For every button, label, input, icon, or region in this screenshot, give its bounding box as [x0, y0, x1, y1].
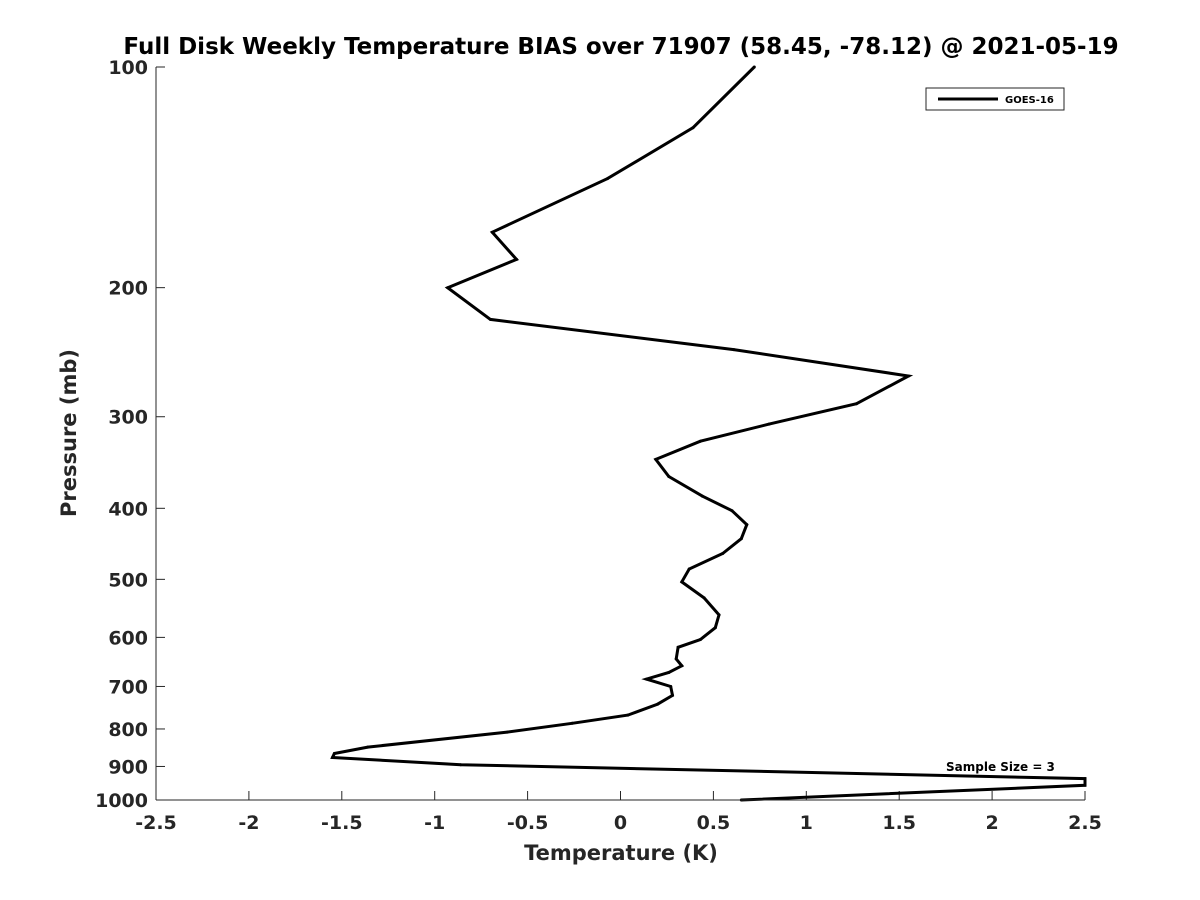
x-tick-label: -1.5 [321, 812, 363, 834]
series-point [680, 664, 684, 668]
series-point [680, 580, 684, 584]
x-axis-label: Temperature (K) [524, 841, 718, 865]
sample-size-annotation: Sample Size = 3 [946, 760, 1055, 774]
series-point [1083, 777, 1087, 781]
series-point [459, 763, 463, 767]
y-tick-label: 900 [108, 756, 148, 778]
y-tick-label: 1000 [95, 790, 148, 812]
series-point [739, 537, 743, 541]
series-point [698, 439, 702, 443]
series-point [654, 457, 658, 461]
plot-area [156, 67, 1085, 800]
series-point [717, 613, 721, 617]
series-point [366, 745, 370, 749]
series-point [855, 402, 858, 406]
series-point [1083, 783, 1087, 787]
series-point [331, 756, 334, 759]
series-point [732, 348, 736, 352]
series-point [656, 702, 660, 706]
series-point [515, 257, 518, 261]
series-point [721, 552, 725, 555]
legend-label: GOES-16 [1005, 95, 1054, 106]
series-point [907, 374, 910, 378]
series-point [713, 626, 717, 630]
chart-title: Full Disk Weekly Temperature BIAS over 7… [123, 34, 1118, 60]
x-tick-label: -0.5 [507, 812, 549, 834]
x-tick-label: -1 [424, 812, 445, 834]
y-tick-label: 500 [108, 569, 148, 591]
x-tick-label: 0 [614, 812, 627, 834]
x-tick-label: 2.5 [1068, 812, 1102, 834]
x-tick-label: -2.5 [135, 812, 177, 834]
x-tick-label: 0.5 [697, 812, 731, 834]
series-point [752, 65, 756, 69]
series-point [671, 693, 674, 697]
series-point [767, 422, 771, 426]
series-point [702, 596, 706, 600]
series-point [606, 177, 609, 181]
series-point [488, 317, 492, 321]
x-tick-label: 2 [985, 812, 998, 834]
y-tick-label: 300 [108, 407, 148, 429]
series-point [505, 730, 509, 734]
x-axis: -2.5 -2 -1.5 -1 -0.5 0 0.5 1 1.5 2 2.5 [135, 791, 1102, 834]
series-point [332, 752, 336, 755]
x-tick-label: -2 [238, 812, 259, 834]
series-point [674, 657, 678, 661]
series-point [446, 286, 450, 290]
series-point [490, 230, 494, 234]
y-tick-label: 100 [108, 57, 148, 79]
series-point [570, 721, 574, 725]
y-tick-label: 200 [108, 278, 148, 300]
series-point [687, 567, 691, 571]
y-tick-label: 600 [108, 627, 148, 649]
legend: GOES-16 [925, 87, 1065, 111]
x-tick-label: 1.5 [882, 812, 916, 834]
y-axis-label: Pressure (mb) [57, 349, 81, 517]
series-point [626, 713, 630, 717]
y-tick-label: 700 [108, 676, 148, 698]
series-point [745, 523, 749, 527]
series-point [669, 685, 673, 688]
series-point [730, 509, 734, 513]
series-point [667, 671, 671, 674]
series-point [645, 677, 648, 681]
series-point [667, 475, 671, 478]
series-layer [330, 65, 1087, 802]
series-point [698, 638, 702, 641]
series-point [676, 645, 680, 649]
series-point [691, 126, 695, 130]
x-tick-label: 1 [800, 812, 813, 834]
plot-background [156, 67, 1085, 800]
y-tick-label: 400 [108, 498, 148, 520]
y-axis: 100 200 300 400 500 600 700 800 900 1000 [95, 57, 165, 812]
series-point [700, 494, 704, 498]
y-tick-label: 800 [108, 719, 148, 741]
